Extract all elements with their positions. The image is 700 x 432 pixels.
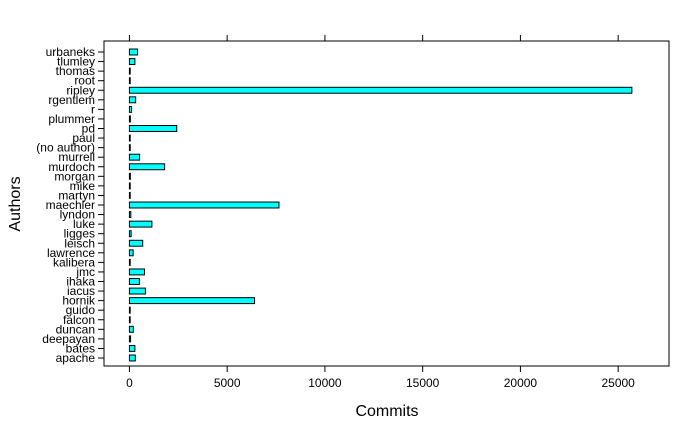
y-tick-label: ligges bbox=[64, 227, 95, 241]
bar bbox=[128, 172, 131, 180]
y-tick-label: root bbox=[74, 74, 95, 88]
y-tick-label: deepayan bbox=[42, 332, 95, 346]
y-tick-label: murdoch bbox=[48, 160, 95, 174]
x-axis-title: Commits bbox=[355, 403, 418, 420]
x-axis: 0 5000 10000 15000 20000 25000 bbox=[126, 35, 635, 390]
x-tick-label: 5000 bbox=[214, 376, 241, 390]
y-tick-label: hornik bbox=[62, 294, 96, 308]
y-axis: apachebatesdeepayanduncanfalconguidohorn… bbox=[36, 45, 104, 365]
bars-group bbox=[128, 48, 633, 362]
y-tick-label: apache bbox=[56, 351, 96, 365]
y-tick-label: murrell bbox=[58, 150, 95, 164]
y-tick-label: urbaneks bbox=[46, 45, 95, 59]
y-tick-label: tlumley bbox=[57, 55, 95, 69]
bar bbox=[128, 211, 132, 219]
bar bbox=[128, 191, 131, 199]
x-tick-label: 15000 bbox=[406, 376, 440, 390]
y-tick-label: ihaka bbox=[66, 275, 95, 289]
y-tick-label: guido bbox=[66, 303, 96, 317]
y-tick-label: (no author) bbox=[36, 141, 95, 155]
y-tick-label: paul bbox=[72, 131, 95, 145]
bar bbox=[128, 344, 136, 352]
bar bbox=[128, 268, 145, 276]
bar bbox=[128, 201, 280, 209]
y-tick-label: morgan bbox=[54, 169, 95, 183]
bar bbox=[128, 48, 139, 56]
y-tick-label: rgentlem bbox=[48, 93, 95, 107]
bar bbox=[128, 182, 131, 190]
bar bbox=[128, 144, 131, 152]
bar bbox=[128, 77, 131, 85]
bar bbox=[128, 105, 133, 113]
y-tick-label: martyn bbox=[58, 188, 95, 202]
y-tick-label: falcon bbox=[63, 313, 95, 327]
bar bbox=[128, 115, 131, 123]
bar bbox=[128, 258, 131, 266]
bar bbox=[128, 239, 144, 247]
y-tick-label: pd bbox=[82, 122, 95, 136]
y-tick-label: plummer bbox=[48, 112, 95, 126]
x-tick-label: 25000 bbox=[601, 376, 635, 390]
y-tick-label: jmc bbox=[75, 265, 95, 279]
y-tick-label: bates bbox=[66, 341, 95, 355]
bar bbox=[128, 354, 136, 362]
bar bbox=[128, 335, 132, 343]
y-tick-label: lyndon bbox=[60, 208, 95, 222]
y-tick-label: lawrence bbox=[47, 246, 95, 260]
x-tick-label: 10000 bbox=[308, 376, 342, 390]
bar bbox=[128, 325, 134, 333]
y-tick-label: duncan bbox=[56, 322, 95, 336]
y-axis-title: Authors bbox=[7, 176, 24, 231]
y-tick-label: mike bbox=[70, 179, 96, 193]
bar bbox=[128, 134, 131, 142]
bar bbox=[128, 125, 178, 132]
y-tick-label: r bbox=[91, 102, 95, 116]
bar bbox=[128, 220, 153, 228]
bar bbox=[128, 86, 633, 94]
bar bbox=[128, 58, 136, 66]
bar bbox=[128, 278, 140, 285]
x-tick-label: 20000 bbox=[504, 376, 538, 390]
y-tick-label: iacus bbox=[67, 284, 95, 298]
y-tick-label: luke bbox=[73, 217, 95, 231]
bar bbox=[128, 96, 137, 104]
y-tick-label: ripley bbox=[66, 83, 95, 97]
bar bbox=[128, 287, 146, 295]
bar bbox=[128, 67, 131, 75]
bar bbox=[128, 153, 141, 161]
y-tick-label: thomas bbox=[56, 64, 95, 78]
y-tick-label: leisch bbox=[64, 236, 95, 250]
y-tick-label: kalibera bbox=[53, 255, 95, 269]
bar bbox=[128, 297, 256, 305]
bar bbox=[128, 249, 134, 257]
plot-frame bbox=[103, 40, 670, 367]
bar bbox=[128, 230, 132, 238]
bar bbox=[128, 316, 131, 324]
y-tick-label: maechler bbox=[46, 198, 95, 212]
x-tick-label: 0 bbox=[126, 376, 133, 390]
bar bbox=[128, 306, 131, 314]
bar bbox=[128, 163, 166, 171]
